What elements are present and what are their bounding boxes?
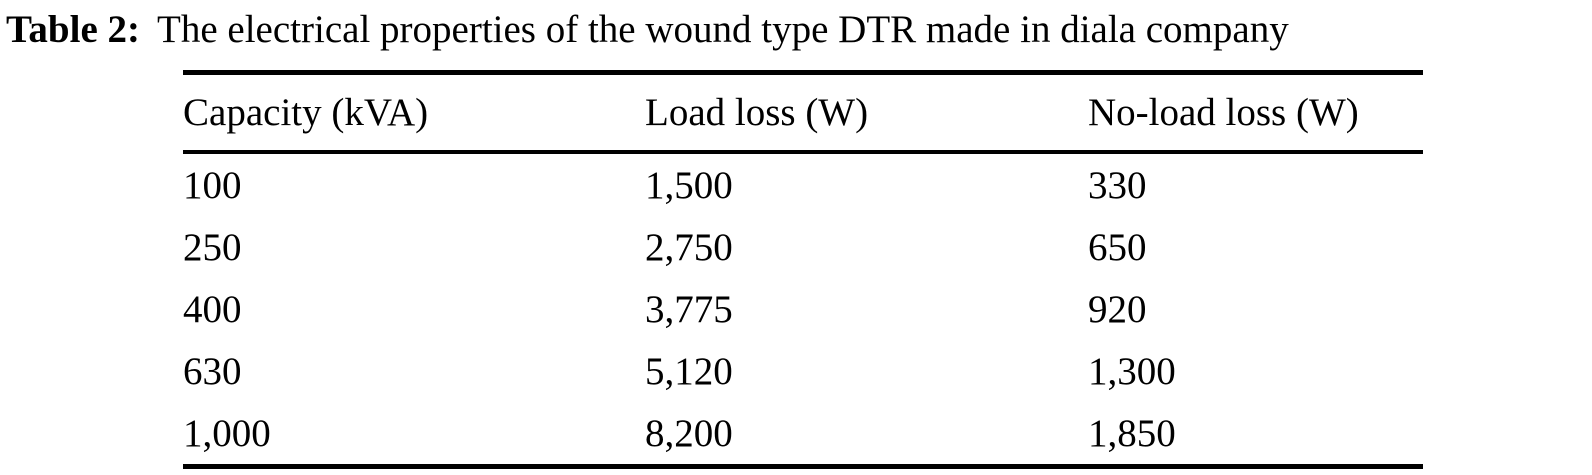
table-cell-capacity: 1,000 <box>183 411 271 455</box>
table-caption-label: Table 2: <box>6 8 141 51</box>
table-cell-load-loss: 1,500 <box>645 163 733 207</box>
table-cell-no-load-loss: 1,300 <box>1088 349 1176 393</box>
table-cell-no-load-loss: 920 <box>1088 287 1147 331</box>
column-header-capacity: Capacity (kVA) <box>183 72 645 154</box>
table-row: 1,000 8,200 1,850 <box>183 402 1423 467</box>
table-caption-text: The electrical properties of the wound t… <box>157 8 1289 51</box>
table-row: 400 3,775 920 <box>183 278 1423 340</box>
table-caption: Table 2: The electrical properties of the… <box>6 2 1289 58</box>
table-row: 630 5,120 1,300 <box>183 340 1423 402</box>
column-header-no-load-loss: No-load loss (W) <box>1088 72 1423 154</box>
table-row: 100 1,500 330 <box>183 152 1423 216</box>
table-row: 250 2,750 650 <box>183 216 1423 278</box>
table-cell-capacity: 630 <box>183 349 242 393</box>
electrical-properties-table: Capacity (kVA) Load loss (W) No-load los… <box>183 70 1423 469</box>
table-cell-capacity: 250 <box>183 225 242 269</box>
table-cell-no-load-loss: 330 <box>1088 163 1147 207</box>
table-cell-load-loss: 8,200 <box>645 411 733 455</box>
table-header-row: Capacity (kVA) Load loss (W) No-load los… <box>183 72 1423 154</box>
table-cell-capacity: 400 <box>183 287 242 331</box>
data-table-container: Capacity (kVA) Load loss (W) No-load los… <box>183 70 1423 469</box>
table-cell-capacity: 100 <box>183 163 242 207</box>
table-cell-load-loss: 3,775 <box>645 287 733 331</box>
table-cell-load-loss: 2,750 <box>645 225 733 269</box>
table-cell-no-load-loss: 1,850 <box>1088 411 1176 455</box>
table-cell-no-load-loss: 650 <box>1088 225 1147 269</box>
column-header-load-loss: Load loss (W) <box>645 72 1088 154</box>
table-cell-load-loss: 5,120 <box>645 349 733 393</box>
